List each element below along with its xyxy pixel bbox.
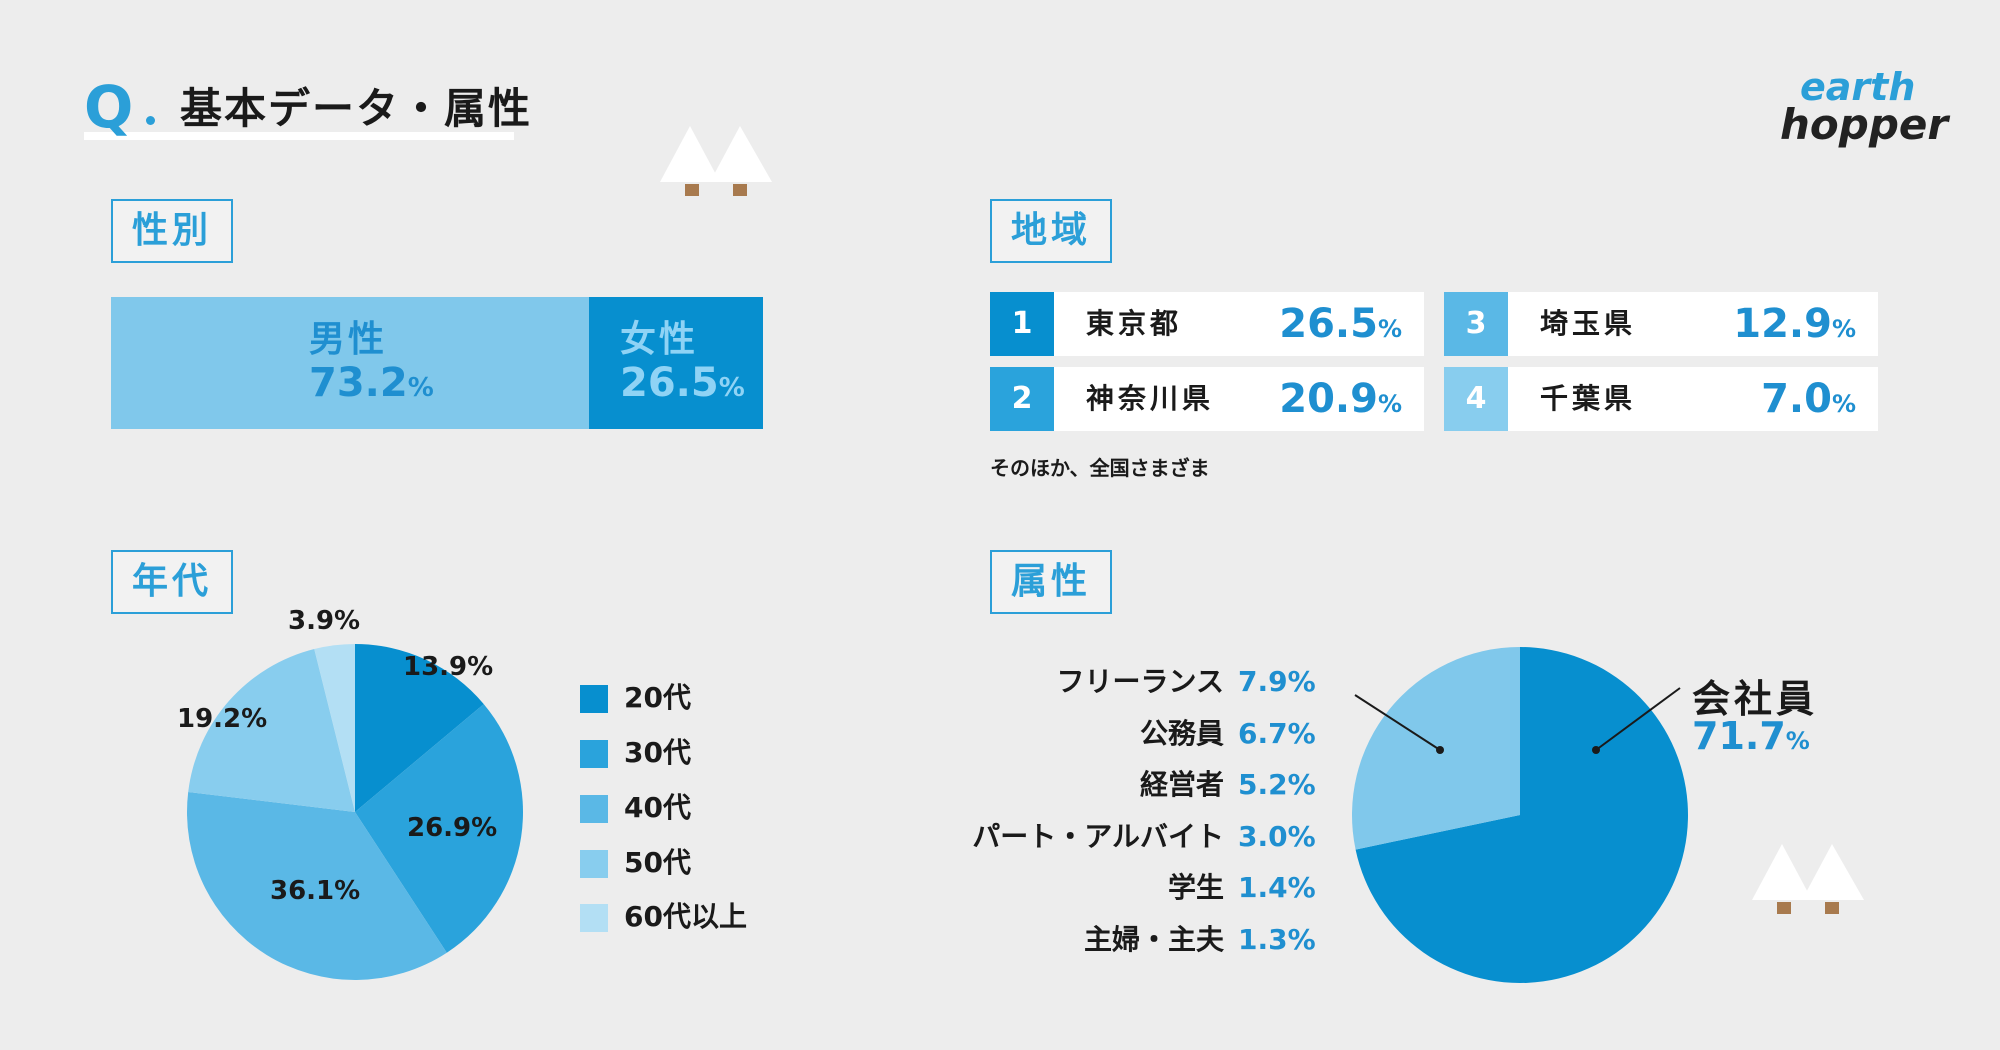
region-rank: 2 — [990, 367, 1054, 431]
region-name: 東京都 — [1086, 307, 1183, 340]
attr-value: 3.0% — [1238, 820, 1316, 853]
age-slice-label-20s: 13.9% — [403, 652, 494, 682]
section-attribute-label: 属性 — [990, 550, 1112, 614]
region-rank: 4 — [1444, 367, 1508, 431]
attr-name: 公務員 — [1139, 717, 1224, 750]
region-unit: % — [1831, 390, 1856, 418]
q-dot — [146, 116, 155, 125]
region-note: そのほか、全国さまざま — [990, 456, 1210, 480]
page-title: 基本データ・属性 — [180, 84, 533, 133]
age-slice-label-30s: 26.9% — [407, 813, 498, 843]
attr-name: パート・アルバイト — [972, 820, 1224, 853]
callout-lines — [1354, 687, 1681, 754]
gender-female-value: 26.5 — [620, 360, 719, 406]
legend-swatch — [580, 850, 608, 878]
gender-female-unit: % — [718, 373, 745, 403]
age-slice-label-60s: 3.9% — [288, 606, 361, 636]
gender-male-segment: 男性 73.2% — [111, 297, 589, 429]
attr-row: 公務員 6.7% — [1139, 712, 1316, 752]
attr-name: フリーランス — [1056, 665, 1224, 698]
tree-icon — [660, 126, 772, 196]
attr-value: 1.4% — [1238, 871, 1316, 904]
gender-male-label: 男性 — [309, 319, 388, 360]
region-rank: 1 — [990, 292, 1054, 356]
age-pie-slice — [355, 644, 484, 812]
region-card: 1 東京都 26.5% — [990, 292, 1424, 356]
region-value: 12.9 — [1733, 301, 1832, 347]
attr-row: 主婦・主夫 1.3% — [1083, 918, 1316, 958]
legend-label: 20代 — [624, 681, 691, 714]
region-name: 埼玉県 — [1540, 307, 1637, 340]
region-value: 7.0 — [1761, 376, 1832, 422]
age-slice-label-40s: 36.1% — [270, 876, 361, 906]
region-value: 20.9 — [1279, 376, 1378, 422]
legend-label: 50代 — [624, 846, 691, 879]
attr-value: 7.9% — [1238, 665, 1316, 698]
legend-label: 40代 — [624, 791, 691, 824]
attr-row: 経営者 5.2% — [1139, 763, 1316, 803]
attr-row: パート・アルバイト 3.0% — [972, 815, 1316, 855]
region-unit: % — [1377, 315, 1402, 343]
attr-row: フリーランス 7.9% — [1056, 660, 1316, 700]
section-region-label: 地域 — [990, 199, 1112, 263]
age-pie-slice — [188, 649, 355, 812]
region-unit: % — [1831, 315, 1856, 343]
legend-label: 30代 — [624, 736, 691, 769]
earthhopper-logo: earth hopper — [1780, 65, 1949, 149]
region-name: 神奈川県 — [1086, 382, 1215, 415]
region-value: 26.5 — [1279, 301, 1378, 347]
legend-swatch — [580, 740, 608, 768]
attr-name: 主婦・主夫 — [1083, 923, 1224, 956]
region-card: 3 埼玉県 12.9% — [1444, 292, 1878, 356]
attr-value: 1.3% — [1238, 923, 1316, 956]
region-card: 4 千葉県 7.0% — [1444, 367, 1878, 431]
gender-bar: 男性 73.2% 女性 26.5% — [111, 297, 763, 429]
main-attribute-value: 71.7 — [1692, 714, 1786, 758]
main-attribute-value-wrap: 71.7% — [1692, 714, 1810, 758]
main-attribute-unit: % — [1785, 727, 1810, 755]
legend-swatch — [580, 685, 608, 713]
q-mark: Q — [84, 73, 134, 141]
section-gender-label: 性別 — [111, 199, 233, 263]
legend-swatch — [580, 795, 608, 823]
legend-label: 60代以上 — [624, 900, 747, 933]
attr-value: 5.2% — [1238, 768, 1316, 801]
callout-dot — [1592, 746, 1600, 754]
attr-name: 学生 — [1167, 871, 1224, 904]
age-pie-slice — [314, 644, 355, 812]
age-pie-slice — [355, 704, 523, 953]
gender-female-label: 女性 — [620, 319, 699, 360]
title-underline — [84, 132, 514, 140]
region-card: 2 神奈川県 20.9% — [990, 367, 1424, 431]
age-pie-slice — [186, 791, 447, 981]
attr-value: 6.7% — [1238, 717, 1316, 750]
gender-male-value: 73.2 — [309, 360, 408, 406]
attribute-pie-slice — [1355, 647, 1688, 983]
legend-swatch — [580, 904, 608, 932]
region-name: 千葉県 — [1540, 382, 1637, 415]
attr-name: 経営者 — [1139, 768, 1224, 801]
region-rank: 3 — [1444, 292, 1508, 356]
tree-icon — [1752, 844, 1864, 914]
gender-male-unit: % — [407, 373, 434, 403]
age-pie-chart — [186, 644, 523, 981]
logo-line2: hopper — [1780, 100, 1949, 149]
region-unit: % — [1377, 390, 1402, 418]
age-slice-label-50s: 19.2% — [177, 704, 268, 734]
section-age-label: 年代 — [111, 550, 233, 614]
gender-female-segment: 女性 26.5% — [589, 297, 763, 429]
callout-dot — [1436, 746, 1444, 754]
main-attribute-label: 会社員 — [1692, 677, 1819, 721]
logo-line1: earth — [1800, 65, 1916, 109]
attr-row: 学生 1.4% — [1167, 866, 1316, 906]
